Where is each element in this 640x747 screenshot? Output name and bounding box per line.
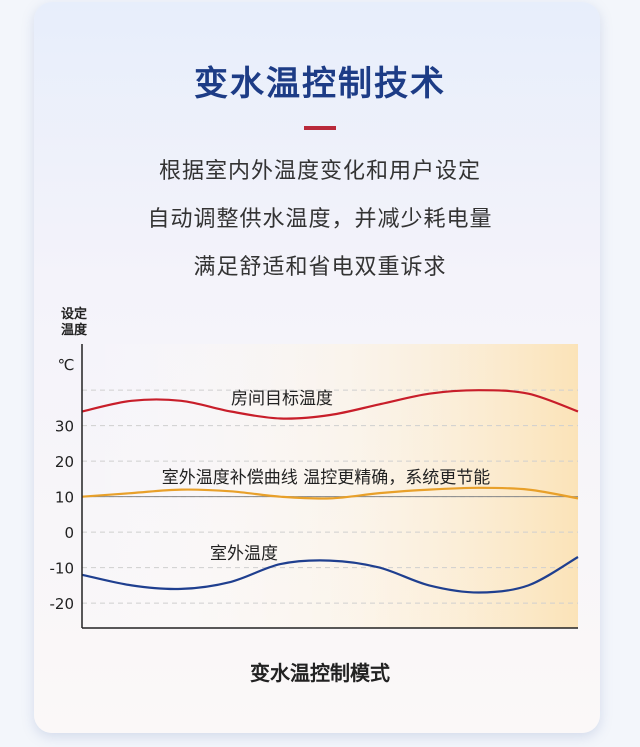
description-line-1: 根据室内外温度变化和用户设定 xyxy=(158,159,481,184)
y-tick-label: -10 xyxy=(50,560,75,578)
y-tick-label: -20 xyxy=(50,595,75,613)
page-title: 变水温控制技术 xyxy=(188,56,452,105)
y-tick-label: 10 xyxy=(55,489,74,507)
title-wrap: 变水温控制技术 xyxy=(0,56,640,105)
y-ticks: 30 20 10 0 -10 -20 xyxy=(50,418,75,614)
y-tick-label: 30 xyxy=(55,418,74,436)
series-label-room-target: 房间目标温度 xyxy=(231,389,333,409)
y-tick-label: 20 xyxy=(55,453,74,471)
series-label-compensation: 室外温度补偿曲线 温控更精确，系统更节能 xyxy=(162,468,490,488)
y-axis-unit: ℃ xyxy=(58,356,75,374)
series-line-2 xyxy=(81,556,579,594)
temperature-chart: 设定 温度 ℃ 30 20 10 0 -10 -20 房间目标温度 室外温度补偿曲线 温控… xyxy=(50,306,579,629)
y-tick-label: 0 xyxy=(64,524,74,542)
series-label-outdoor: 室外温度 xyxy=(210,544,278,564)
description-line-3: 满足舒适和省电双重诉求 xyxy=(193,255,447,280)
description-line-2: 自动调整供水温度，并减少耗电量 xyxy=(147,207,493,232)
y-axis-label-line2: 温度 xyxy=(61,322,88,338)
series-lines xyxy=(81,389,579,594)
title-divider xyxy=(304,126,336,130)
series-line-0 xyxy=(81,389,579,420)
chart-caption: 变水温控制模式 xyxy=(250,661,390,685)
series-line-1 xyxy=(81,486,579,500)
y-axis-label-line1: 设定 xyxy=(61,306,87,322)
